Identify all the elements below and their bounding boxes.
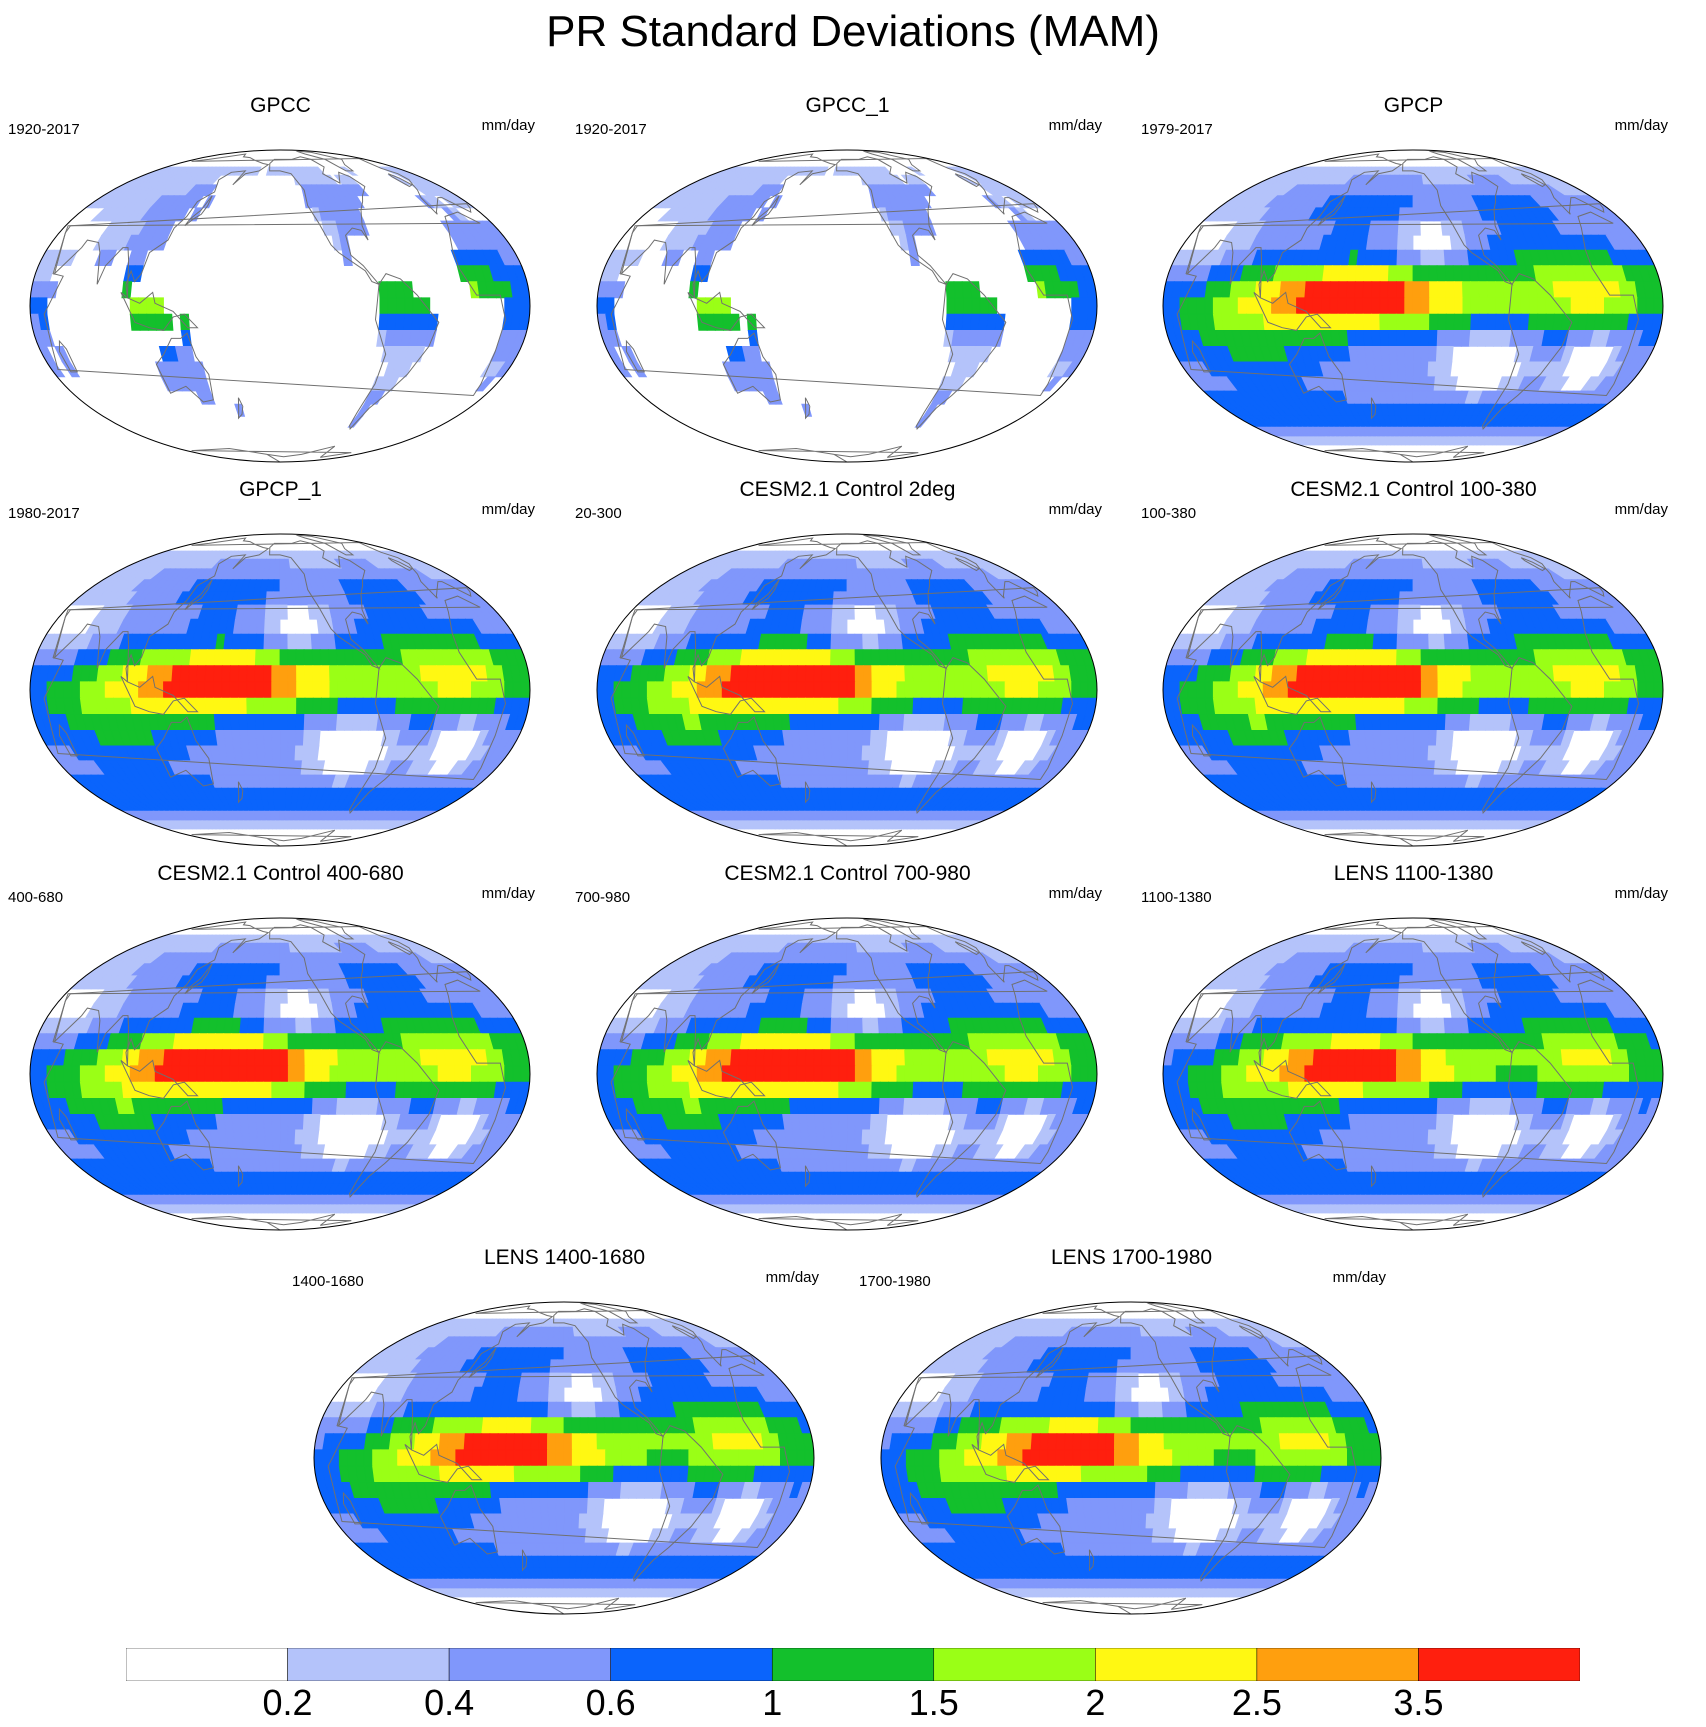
map-panel: GPCP 1979-2017 mm/day	[1141, 94, 1686, 474]
world-map	[596, 149, 1098, 463]
world-map	[1162, 149, 1664, 463]
world-map	[313, 1301, 815, 1615]
map-border	[29, 533, 531, 847]
map-panel: GPCC_1 1920-2017 mm/day	[575, 94, 1120, 474]
panel-period: 1700-1980	[859, 1273, 931, 1290]
panel-title: CESM2.1 Control 400-680	[157, 862, 404, 885]
panel-title: CESM2.1 Control 100-380	[1290, 478, 1537, 501]
map-border	[1162, 917, 1664, 1231]
map-border	[1162, 533, 1664, 847]
panel-units: mm/day	[1048, 501, 1102, 518]
panel-period: 1979-2017	[1141, 121, 1213, 138]
panel-units: mm/day	[765, 1269, 819, 1286]
panel-period: 1100-1380	[1141, 889, 1212, 906]
map-panel: CESM2.1 Control 700-980 700-980 mm/day	[575, 862, 1120, 1242]
world-map	[29, 149, 531, 463]
panel-units: mm/day	[481, 117, 535, 134]
colorbar-label: 3.5	[1393, 1682, 1444, 1723]
panel-title: GPCC_1	[805, 94, 890, 117]
world-map	[1162, 533, 1664, 847]
panel-title: GPCC	[250, 94, 311, 117]
colorbar-swatch	[1095, 1648, 1258, 1681]
colorbar-swatch	[1418, 1648, 1580, 1681]
world-map	[880, 1301, 1382, 1615]
map-panel: CESM2.1 Control 100-380 100-380 mm/day	[1141, 478, 1686, 858]
map-border	[880, 1301, 1382, 1615]
panel-period: 700-980	[575, 889, 631, 906]
panel-title: LENS 1100-1380	[1333, 862, 1494, 885]
map-panel: LENS 1700-1980 1700-1980 mm/day	[859, 1246, 1404, 1626]
world-map	[29, 533, 531, 847]
world-map	[596, 917, 1098, 1231]
map-panel: GPCP_1 1980-2017 mm/day	[8, 478, 553, 858]
panel-units: mm/day	[1614, 501, 1668, 518]
panel-period: 400-680	[8, 889, 64, 906]
map-panel: LENS 1400-1680 1400-1680 mm/day	[292, 1246, 837, 1626]
colorbar-swatch	[1256, 1648, 1419, 1681]
panel-units: mm/day	[1332, 1269, 1386, 1286]
figure-title: PR Standard Deviations (MAM)	[546, 7, 1160, 56]
panel-period: 1400-1680	[292, 1273, 364, 1290]
panel-title: GPCP	[1383, 94, 1444, 117]
map-panel: CESM2.1 Control 400-680 400-680 mm/day	[8, 862, 553, 1242]
panel-title: LENS 1700-1980	[1050, 1246, 1213, 1269]
panel-title: CESM2.1 Control 700-980	[724, 862, 971, 885]
panel-title: GPCP_1	[239, 478, 322, 501]
panel-period: 100-380	[1141, 505, 1197, 522]
map-border	[313, 1301, 815, 1615]
panel-title: LENS 1400-1680	[483, 1246, 646, 1269]
colorbar-swatch	[933, 1648, 1096, 1681]
map-border	[29, 917, 531, 1231]
panel-units: mm/day	[1614, 885, 1668, 902]
colorbar-swatch	[287, 1648, 450, 1681]
colorbar-label: 0.2	[262, 1682, 313, 1723]
panel-units: mm/day	[481, 885, 535, 902]
map-border	[1162, 149, 1664, 463]
colorbar-label: 1	[762, 1682, 783, 1723]
map-panel: LENS 1100-1380 1100-1380 mm/day	[1141, 862, 1686, 1242]
colorbar-swatch	[610, 1648, 773, 1681]
world-map	[596, 533, 1098, 847]
colorbar-label: 0.6	[585, 1682, 636, 1723]
colorbar-label: 1.5	[908, 1682, 959, 1723]
panel-title: CESM2.1 Control 2deg	[739, 478, 956, 501]
colorbar-label: 0.4	[424, 1682, 475, 1723]
colorbar	[126, 1648, 1580, 1681]
panel-period: 1920-2017	[8, 121, 80, 138]
panel-units: mm/day	[1048, 117, 1102, 134]
colorbar-swatches	[126, 1648, 1580, 1681]
panel-period: 20-300	[575, 505, 622, 522]
panel-units: mm/day	[481, 501, 535, 518]
world-map	[29, 917, 531, 1231]
panel-units: mm/day	[1048, 885, 1102, 902]
panel-period: 1920-2017	[575, 121, 647, 138]
panel-period: 1980-2017	[8, 505, 80, 522]
map-border	[596, 149, 1098, 463]
map-border	[29, 149, 531, 463]
colorbar-swatch	[771, 1648, 935, 1681]
colorbar-swatch	[448, 1648, 611, 1681]
world-map	[1162, 917, 1664, 1231]
colorbar-label: 2	[1085, 1682, 1106, 1723]
colorbar-label: 2.5	[1231, 1682, 1282, 1723]
map-panel: CESM2.1 Control 2deg 20-300 mm/day	[575, 478, 1120, 858]
map-panel: GPCC 1920-2017 mm/day	[8, 94, 553, 474]
colorbar-swatch	[126, 1648, 288, 1681]
map-border	[596, 533, 1098, 847]
map-border	[596, 917, 1098, 1231]
panel-units: mm/day	[1614, 117, 1668, 134]
